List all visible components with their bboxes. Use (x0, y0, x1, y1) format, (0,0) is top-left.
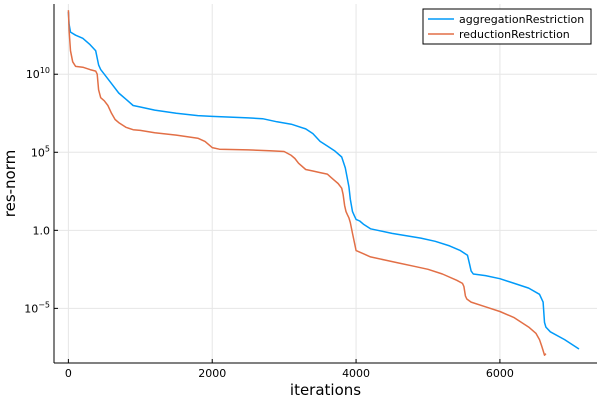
y-tick-label: 10−5 (24, 300, 50, 315)
x-tick-label: 0 (65, 367, 72, 380)
x-tick-label: 4000 (342, 367, 370, 380)
y-tick-label: 105 (31, 144, 50, 159)
axes (53, 4, 597, 364)
y-axis-label: res-norm (1, 150, 19, 218)
series-line-reductionRestriction (67, 10, 547, 356)
y-tick-base: 1.0 (33, 224, 51, 237)
y-tick-exponent: 10 (40, 66, 50, 75)
series-layer (67, 10, 580, 356)
x-tick-label: 6000 (486, 367, 514, 380)
grid-lines (54, 4, 597, 363)
y-tick-base: 10 (26, 68, 40, 81)
x-axis-label: iterations (290, 381, 361, 399)
legend-label: reductionRestriction (459, 28, 570, 41)
y-tick-label: 1.0 (33, 224, 51, 237)
y-tick-exponent: −5 (38, 300, 50, 309)
series-line-aggregationRestriction (67, 11, 580, 350)
legend-box (422, 8, 592, 45)
y-tick-base: 10 (31, 146, 45, 159)
x-tick-label: 2000 (198, 367, 226, 380)
y-tick-exponent: 5 (45, 144, 50, 153)
legend-label: aggregationRestriction (459, 13, 584, 26)
y-tick-base: 10 (24, 302, 38, 315)
legend: aggregationRestriction reductionRestricti… (422, 8, 592, 45)
y-tick-label: 1010 (26, 66, 50, 81)
